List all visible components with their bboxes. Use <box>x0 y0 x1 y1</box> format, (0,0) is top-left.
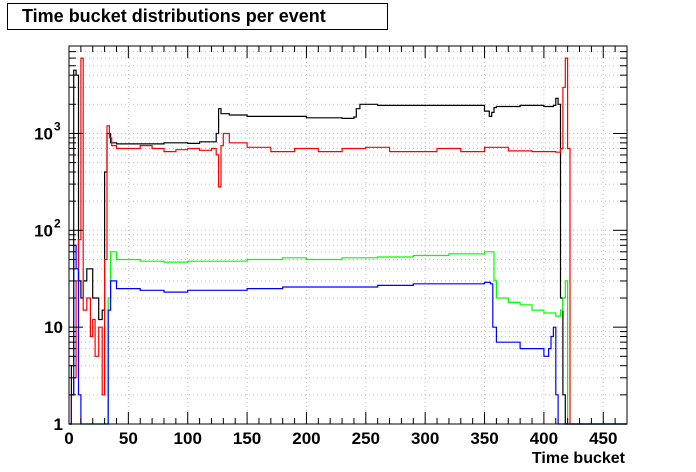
x-tick-label: 350 <box>470 429 498 448</box>
x-tick-label: 100 <box>174 429 202 448</box>
chart-title: Time bucket distributions per event <box>7 3 388 30</box>
grid <box>69 45 627 424</box>
y-tick-label: 10 <box>34 221 53 240</box>
x-tick-label: 400 <box>530 429 558 448</box>
series-line-2 <box>69 57 627 425</box>
y-tick-label: 10 <box>34 124 53 143</box>
x-tick-label: 300 <box>411 429 439 448</box>
x-axis-label: Time bucket <box>531 450 625 467</box>
x-tick-label: 50 <box>119 429 138 448</box>
y-tick-exponent: 3 <box>54 119 61 133</box>
x-tick-label: 250 <box>352 429 380 448</box>
x-tick-label: 150 <box>233 429 261 448</box>
axis-ticks <box>68 45 628 425</box>
y-tick-label: 1 <box>54 415 63 434</box>
x-tick-label: 450 <box>589 429 617 448</box>
series-line-3 <box>69 251 627 425</box>
y-tick-exponent: 2 <box>54 216 61 230</box>
y-tick-label: 10 <box>44 318 63 337</box>
series-line-1 <box>69 69 627 425</box>
x-tick-label: 200 <box>292 429 320 448</box>
plot-frame <box>68 45 628 425</box>
series-line-4 <box>69 244 627 425</box>
x-tick-label: 0 <box>64 429 73 448</box>
series-layer <box>69 57 627 425</box>
